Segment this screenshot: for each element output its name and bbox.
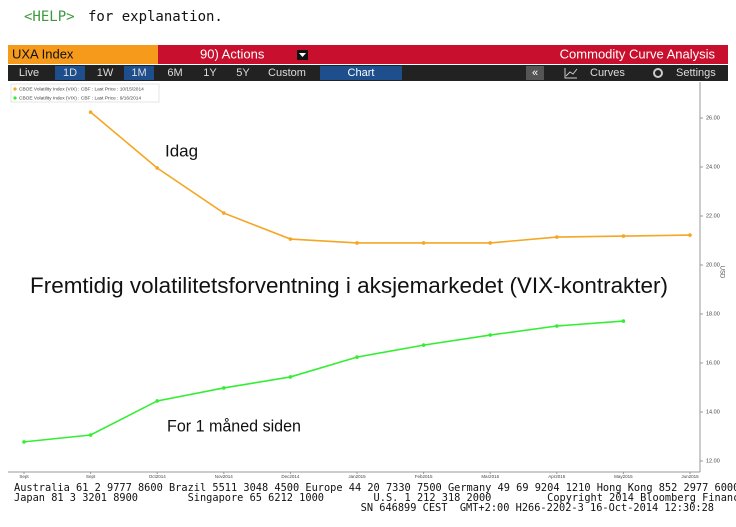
point [288,237,293,241]
point [421,241,426,245]
point [555,324,559,328]
help-text: for explanation. [88,9,223,25]
tab[interactable]: 1Y [203,67,217,79]
security-box[interactable] [8,45,158,64]
tab[interactable]: 6M [167,67,182,79]
legend-label: CBOE Volatility Index (VIX) : CBF : Last… [19,86,144,92]
y-tick-label: 24.00 [706,164,720,170]
point [421,343,426,347]
collapse-bg[interactable] [526,66,544,80]
x-tick-label: Nov2014 [215,474,234,479]
annotation: Fremtidig volatilitetsforventning i aksj… [30,273,668,298]
legend-marker [13,96,17,100]
footer-line: SN 646899 CEST GMT+2:00 H266-2202-3 16-O… [361,502,714,514]
x-tick-label: May2015 [614,474,633,479]
collapse[interactable]: « [532,67,538,79]
curves[interactable]: Curves [590,67,625,79]
tab[interactable]: 1W [97,67,114,79]
tab[interactable]: 5Y [236,67,250,79]
x-tick-label: Sept [86,474,96,479]
tab-active[interactable] [55,66,85,80]
function-title: Commodity Curve Analysis [560,46,716,61]
legend-marker [13,87,17,91]
plot-area [8,82,728,472]
y-tick-label: 12.00 [706,458,720,464]
point [88,110,93,114]
security: UXA Index [12,46,74,61]
footer-line: Japan 81 3 3201 8900 Singapore 65 6212 1… [14,492,736,504]
y-tick-label: 26.00 [706,115,720,121]
x-tick-label: Oct2014 [149,474,167,479]
point [355,355,359,359]
y-tick-label: 22.00 [706,213,720,219]
tab[interactable]: 1M [131,67,146,79]
settings[interactable]: Settings [676,67,716,79]
point [155,399,159,403]
toolbar-bg [8,45,728,64]
y-tick-label: 16.00 [706,360,720,366]
y-tick-label: 18.00 [706,311,720,317]
point [555,235,559,239]
help-key: <HELP> [24,9,75,25]
x-tick-label: Jun2015 [681,474,699,479]
tab[interactable]: Live [19,67,39,79]
point [488,241,493,245]
series-line [90,111,691,244]
legend-label: CBOE Volatility Index (VIX) : CBF : Last… [19,95,141,101]
point [355,241,359,245]
y-tick-label: 14.00 [706,409,720,415]
chart: 12.00 14.00 16.00 18.00 20.00 22.00 24.00 26.00… [8,82,728,479]
legend-box [10,83,160,103]
actions-menu[interactable]: 90) Actions [200,46,265,61]
y-axis-label: USD [718,266,724,279]
chart-button[interactable]: Chart [348,67,375,79]
point [222,386,226,390]
point [288,375,293,379]
chart-button-bg[interactable] [320,66,402,80]
annotation: Idag [165,141,198,160]
point [488,333,493,337]
point [155,166,159,170]
actions-arrow [299,53,306,57]
point [621,319,626,323]
point [22,440,26,444]
footer-line: Australia 61 2 9777 8600 Brazil 5511 304… [14,482,736,494]
y-tick-label: 20.00 [706,262,720,268]
x-tick-label: Feb2015 [415,474,433,479]
point [222,211,226,215]
x-tick-label: Apr2015 [548,474,566,479]
annotation: For 1 måned siden [167,416,301,435]
tab-active[interactable] [124,66,154,80]
tab[interactable]: Custom [268,67,306,79]
x-tick-label: Dec2014 [281,474,300,479]
point [88,433,93,437]
settings-icon [653,68,663,78]
tab[interactable]: 1D [63,67,77,79]
point [621,234,626,238]
x-tick-label: Sept [19,474,29,479]
x-tick-label: Mar2015 [481,474,499,479]
x-tick-label: Jan2015 [348,474,366,479]
curves-icon [564,68,578,79]
series-line [23,320,624,443]
point [688,233,692,237]
